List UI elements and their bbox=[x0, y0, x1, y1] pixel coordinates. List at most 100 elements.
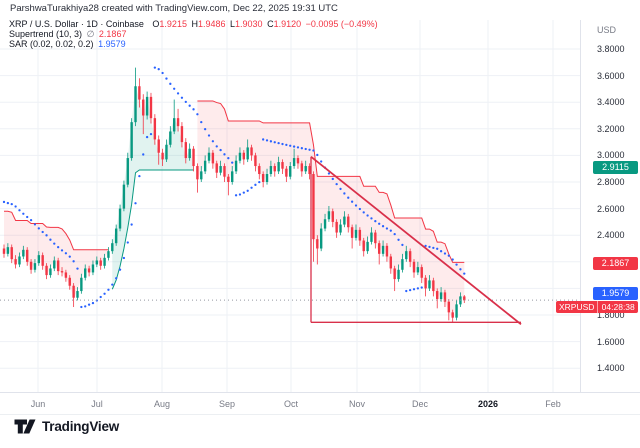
candle-body bbox=[207, 152, 211, 161]
candle-body bbox=[343, 216, 346, 225]
candle-body bbox=[56, 260, 60, 272]
candle-body bbox=[292, 158, 296, 167]
candle-body bbox=[265, 174, 269, 182]
sar-dot bbox=[347, 196, 350, 199]
sar-dot bbox=[6, 201, 10, 205]
sar-dot bbox=[227, 157, 230, 160]
candle-body bbox=[393, 268, 396, 280]
sar-dot bbox=[84, 305, 87, 308]
supertrend-empty-icon: ∅ bbox=[86, 29, 95, 39]
sar-dot bbox=[339, 187, 342, 191]
attribution-text: ParshwaTurakhiya28 created with TradingV… bbox=[10, 3, 338, 14]
price-badge-2-1867: 2.1867 bbox=[593, 257, 638, 271]
candle-body bbox=[381, 245, 385, 254]
price-tick-label: 3.6000 bbox=[597, 70, 625, 81]
sar-dot bbox=[203, 128, 207, 131]
sar-dot bbox=[231, 161, 234, 164]
sar-dot bbox=[335, 182, 338, 186]
candle-body bbox=[10, 247, 13, 260]
candle-body bbox=[103, 257, 106, 266]
price-tick-label: 2.4000 bbox=[597, 230, 625, 241]
candle-body bbox=[203, 160, 207, 172]
sar-dot bbox=[76, 267, 79, 270]
candle-body bbox=[289, 166, 292, 177]
candle-body bbox=[153, 118, 157, 140]
candle-body bbox=[99, 260, 102, 266]
sar-dot bbox=[397, 238, 400, 241]
sar-dot bbox=[126, 241, 129, 244]
time-tick-label-2026: 2026 bbox=[477, 399, 499, 409]
candle-body bbox=[319, 228, 323, 249]
candle-body bbox=[184, 142, 187, 159]
candle-body bbox=[2, 248, 6, 254]
candle-body bbox=[91, 264, 95, 273]
sar-dot bbox=[45, 234, 48, 237]
supertrend-line bbox=[4, 210, 109, 251]
candle-body bbox=[114, 228, 118, 244]
sar-dot bbox=[184, 100, 187, 103]
candle-body bbox=[87, 268, 91, 273]
candle-body bbox=[308, 166, 311, 175]
candle-body bbox=[408, 251, 412, 262]
candle-body bbox=[300, 163, 304, 172]
sar-dot bbox=[378, 222, 381, 225]
sar-dot bbox=[401, 243, 404, 247]
legend-supertrend-row: Supertrend (10, 3) ∅ 2.1867 bbox=[9, 29, 380, 39]
candle-body bbox=[138, 86, 141, 100]
price-tick-label: 1.4000 bbox=[597, 363, 625, 374]
candle-body bbox=[347, 216, 350, 228]
price-tick-label: 2.6000 bbox=[597, 203, 625, 214]
sar-dot bbox=[265, 139, 269, 142]
sar-dot bbox=[381, 225, 385, 228]
sar-dot bbox=[130, 223, 133, 226]
sar-dot bbox=[327, 172, 331, 175]
sar-dot bbox=[374, 220, 377, 223]
candle-body bbox=[227, 176, 230, 182]
candle-body bbox=[161, 152, 164, 160]
bar-countdown-timer: 04:28:38 bbox=[601, 302, 635, 312]
candle-body bbox=[405, 251, 408, 260]
time-axis[interactable]: Jun Jul Aug Sep Oct Nov Dec 2026 Feb bbox=[0, 392, 640, 414]
sar-dot bbox=[26, 215, 29, 219]
sar-dot bbox=[115, 277, 118, 280]
sar-dot bbox=[57, 246, 60, 249]
candle-body bbox=[14, 259, 17, 265]
sar-dot bbox=[200, 120, 203, 124]
time-tick-label-nov: Nov bbox=[348, 399, 366, 409]
price-tick-label: 2.8000 bbox=[597, 177, 625, 187]
price-axis[interactable]: USD 3.8000 3.6000 3.4000 3.2000 3.0000 2.8000… bbox=[556, 20, 640, 392]
candle-body bbox=[196, 166, 199, 180]
candle-body bbox=[6, 247, 10, 254]
close-value: 1.9120 bbox=[273, 19, 302, 29]
sar-dot bbox=[173, 87, 176, 90]
candle-body bbox=[41, 255, 44, 266]
sar-dot bbox=[64, 252, 68, 255]
sar-dot bbox=[80, 305, 83, 309]
candle-body bbox=[111, 243, 114, 252]
candle-body bbox=[250, 147, 253, 156]
candle-body bbox=[370, 232, 373, 242]
high-label: H bbox=[191, 19, 198, 29]
candle-body bbox=[258, 166, 261, 175]
sar-dot bbox=[18, 209, 21, 212]
brand-footer[interactable]: TradingView bbox=[14, 419, 119, 434]
candle-body bbox=[316, 239, 319, 249]
candle-body bbox=[145, 96, 149, 116]
sar-dot bbox=[304, 147, 307, 151]
candle-body bbox=[231, 171, 234, 182]
candle-body bbox=[68, 277, 71, 286]
sar-dot bbox=[358, 207, 362, 211]
sar-dot bbox=[439, 250, 443, 253]
sar-dot bbox=[60, 249, 64, 252]
candle-body bbox=[95, 260, 99, 265]
sar-dot bbox=[157, 68, 160, 71]
candle-body bbox=[350, 227, 354, 238]
sar-dot bbox=[269, 140, 273, 143]
price-tick-label: 3.0000 bbox=[597, 150, 625, 161]
sar-dot bbox=[300, 147, 303, 150]
price-tick-label: 1.8000 bbox=[597, 310, 625, 320]
sar-dot bbox=[436, 247, 439, 250]
sar-dot bbox=[41, 230, 44, 234]
candle-body bbox=[49, 268, 52, 276]
